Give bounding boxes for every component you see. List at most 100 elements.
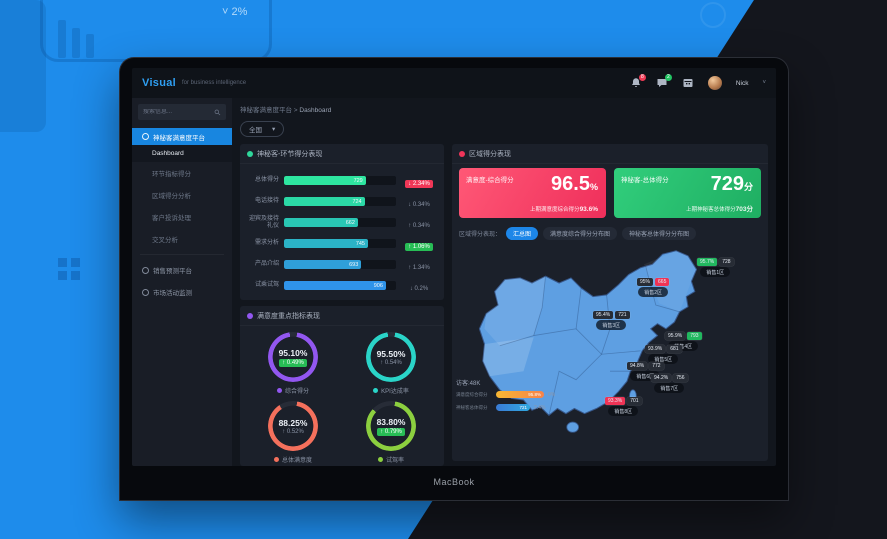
map-marker-percent: 95.9% [665, 332, 686, 340]
donut-value: 95.10% [278, 347, 308, 358]
map-marker-score: 728 [719, 258, 734, 266]
bar-chart-row: 总体得分 729 ↓ 2.34% [247, 170, 437, 191]
map-marker[interactable]: 95.4% 721 销售3区 [593, 311, 630, 330]
donut-legend-label: 试驾率 [385, 458, 404, 464]
map-marker[interactable]: 95.7% 728 销售1区 [697, 258, 734, 277]
map-marker[interactable]: 94.8% 772 销售6区 [627, 362, 664, 381]
main-content: 神秘客满意度平台 > Dashboard 全国 ▾ [232, 98, 776, 466]
region-filter-select[interactable]: 全国 ▾ [240, 121, 285, 137]
bar-track: 745 [284, 239, 396, 248]
bar-value-label: 745 [355, 240, 365, 247]
score-card-label: 满意度-综合得分 [466, 177, 514, 184]
map-marker-percent: 95% [637, 278, 654, 286]
map-marker[interactable]: 93.3% 701 销售8区 [605, 397, 642, 416]
china-map[interactable]: 95.7% 728 销售1区 95% 665 销售2区 95.4% 721 销售3区 95.9% 7… [452, 244, 768, 461]
map-marker-percent: 94.8% [627, 362, 648, 370]
map-marker[interactable]: 95.9% 793 销售4区 [665, 332, 702, 351]
breadcrumb-root[interactable]: 神秘客满意度平台 [240, 107, 292, 114]
sidebar-item-label: Dashboard [152, 150, 184, 157]
score-card-label: 神秘客-总体得分 [621, 177, 669, 184]
user-name[interactable]: Nick [735, 79, 749, 87]
sidebar-item-label: 市场活动监测 [153, 290, 192, 297]
donut-value: 83.80% [376, 416, 406, 427]
donut-value: 88.25% [278, 417, 308, 428]
decor-bar [86, 34, 94, 58]
donut-ring-wrap: 88.25% ↑ 0.52% [268, 401, 318, 451]
sidebar-item[interactable]: Dashboard [132, 145, 232, 162]
bar-chart-panel: 神秘客-环节得分表现 总体得分 729 ↓ 2.34% 电话接待 724 ↓ 0.34% 迎… [240, 144, 444, 300]
user-menu-caret[interactable]: ˅ [762, 80, 766, 86]
dashboard-display: Visual for business intelligence 8 2 [132, 68, 776, 466]
map-tab[interactable]: 满意度综合得分分布图 [543, 227, 618, 240]
donut-value: 95.50% [376, 348, 406, 359]
map-legend-value: 0% [548, 391, 556, 398]
map-marker-region: 销售4区 [668, 341, 699, 351]
map-marker-percent: 93.9% [645, 345, 666, 353]
map-marker-region: 销售7区 [654, 383, 685, 393]
app-logo[interactable]: Visual [142, 77, 177, 89]
chat-icon[interactable]: 2 [656, 74, 672, 89]
donut-ring [366, 332, 416, 382]
sidebar-item-label: 交叉分析 [152, 237, 178, 244]
sidebar-item[interactable]: 神秘客满意度平台 [132, 128, 232, 145]
donut-legend: 总体满意度 [273, 455, 312, 464]
bar-fill: 662 [284, 218, 358, 227]
sidebar-item[interactable]: 交叉分析 [132, 228, 232, 250]
sidebar-item[interactable]: 区域得分分析 [132, 184, 232, 206]
map-marker[interactable]: 93.9% 681 销售5区 [645, 345, 682, 364]
bar-value-label: 724 [352, 198, 362, 205]
bar-delta: ↑ 1.34% [401, 256, 437, 274]
sidebar-search[interactable] [138, 104, 226, 120]
sidebar-item[interactable]: 市场活动监测 [132, 281, 232, 303]
score-card: 神秘客-总体得分 729分 上期神秘客总体得分703分 [614, 168, 761, 218]
monitor-icon [142, 288, 149, 296]
sidebar-divider [140, 254, 224, 255]
calendar-icon[interactable] [682, 77, 694, 89]
sidebar-item-label: 销售预测平台 [153, 268, 192, 275]
sidebar-item[interactable]: 环节指标得分 [132, 162, 232, 184]
map-marker[interactable]: 95% 665 销售2区 [637, 278, 670, 297]
map-marker-badges: 93.3% 701 [605, 397, 642, 405]
user-avatar[interactable] [707, 76, 722, 90]
donut-center: 95.50% ↑ 0.54% [366, 332, 416, 382]
sidebar-item[interactable]: 销售预测平台 [132, 259, 232, 281]
map-marker-badges: 94.8% 772 [627, 362, 664, 370]
map-marker-score: 756 [673, 374, 688, 382]
bar-chart-row: 产品介绍 693 ↑ 1.34% [247, 254, 437, 275]
bar-category-label: 迎宾及接待礼仪 [248, 215, 279, 229]
map-legend-label: 神秘客总体得分 [456, 404, 488, 410]
map-marker-percent: 93.3% [605, 397, 626, 405]
bar-track: 724 [284, 197, 396, 206]
map-marker-percent: 94.2% [651, 374, 672, 382]
map-tab[interactable]: 神秘客总体得分分布图 [622, 227, 697, 240]
map-marker-region: 销售3区 [596, 320, 627, 330]
map-marker-region: 销售6区 [630, 371, 661, 381]
donut-ring-wrap: 95.10% ↑ 0.49% [268, 332, 318, 382]
bar-category-label: 试乘试驾 [254, 282, 279, 289]
bell-icon[interactable]: 8 [630, 74, 646, 89]
sidebar-item[interactable]: 客户投诉处理 [132, 206, 232, 228]
donut-ring [366, 401, 416, 451]
donut-ring-wrap: 95.50% ↑ 0.54% [366, 332, 416, 382]
bar-fill: 745 [284, 239, 368, 248]
score-card-value: 729分 [710, 173, 753, 195]
score-card-subtext: 上期满意度综合得分93.6% [530, 206, 598, 213]
bar-category-label: 需求分析 [254, 240, 279, 247]
sidebar-item-label: 神秘客满意度平台 [153, 134, 205, 142]
panel-title: 满意度重点指标表现 [257, 313, 320, 320]
map-marker-region: 销售2区 [638, 287, 669, 297]
bar-chart-row: 迎宾及接待礼仪 662 ↑ 0.34% [247, 212, 437, 233]
map-legend-bar: 95.8% [496, 391, 544, 398]
bar-delta: ↓ 0.2% [401, 277, 437, 295]
top-navbar: Visual for business intelligence 8 2 [132, 68, 776, 98]
donut-delta: ↑ 0.49% [279, 358, 307, 367]
map-tab[interactable]: 汇总图 [506, 227, 539, 240]
search-input[interactable] [143, 109, 214, 115]
map-marker[interactable]: 94.2% 756 销售7区 [651, 374, 688, 393]
bar-category-label: 总体得分 [254, 177, 279, 184]
panel-icon [247, 313, 253, 319]
map-tabs-label: 区域得分表现： [459, 232, 502, 238]
donut-chart: 88.25% ↑ 0.52% 总体满意度 [244, 401, 342, 464]
donut-ring [268, 332, 318, 382]
